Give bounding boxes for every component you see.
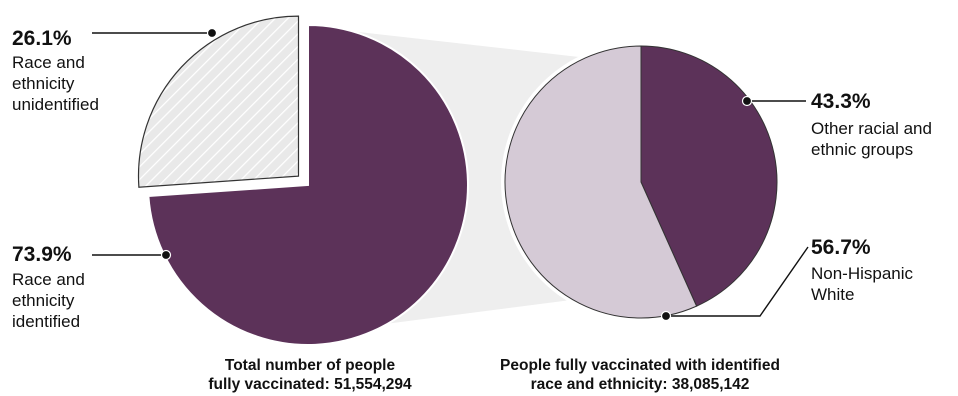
other-groups-slice-label: Other racial and ethnic groups (811, 119, 932, 159)
white-slice (504, 45, 698, 319)
white-percent-label: 56.7% (811, 236, 871, 259)
white-slice-label: Non-Hispanic White (811, 264, 914, 304)
unidentified-percent-label: 26.1% (12, 27, 72, 50)
white-leader (666, 246, 809, 317)
identified-slice-label: Race and ethnicity identified (12, 270, 85, 331)
right-chart-caption: People fully vaccinated with identified … (500, 357, 780, 393)
unidentified-leader-dot (206, 27, 218, 39)
white-leader-dot (660, 310, 672, 322)
identified-leader-dot (160, 249, 172, 261)
identified-slice (147, 23, 469, 346)
left-chart-caption: Total number of people fully vaccinated:… (208, 357, 412, 393)
identified-percent-label: 73.9% (12, 243, 72, 266)
other-groups-leader-dot (741, 95, 753, 107)
other-groups-slice (640, 45, 778, 307)
unidentified-slice-label: Race and ethnicity unidentified (12, 53, 99, 114)
unidentified-slice (137, 15, 300, 188)
other-groups-percent-label: 43.3% (811, 90, 871, 113)
